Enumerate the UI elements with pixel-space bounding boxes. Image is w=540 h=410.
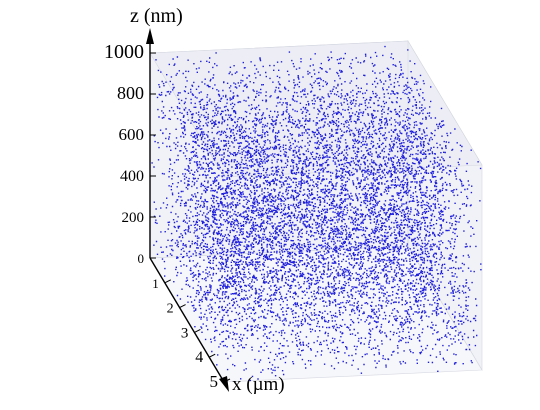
- data-points: [151, 45, 482, 382]
- x-tick-mark: [223, 378, 231, 383]
- z-tick-label: 1000: [104, 41, 144, 63]
- x-tick-mark: [194, 328, 201, 333]
- z-tick-label: 200: [122, 210, 145, 226]
- x-tick-label: 5: [210, 372, 219, 391]
- z-tick-label: 400: [120, 168, 144, 185]
- x-tick-label: 2: [167, 302, 174, 317]
- z-tick-label: 600: [119, 125, 145, 144]
- x-tick-label: 3: [181, 325, 189, 341]
- z-tick-label: 800: [117, 83, 144, 103]
- x-tick-label: 4: [195, 349, 203, 366]
- x-tick-mark: [179, 304, 186, 309]
- z-tick-label: 0: [138, 251, 145, 266]
- x-axis-label: x (µm): [232, 374, 285, 395]
- point-cloud: [151, 45, 482, 382]
- z-axis-label: z (nm): [130, 5, 183, 27]
- x-tick-mark: [164, 279, 172, 284]
- x-axis-arrowhead: [219, 376, 229, 392]
- box-faces: [149, 39, 483, 383]
- x-tick-label: 1: [152, 276, 159, 291]
- z-axis-arrowhead: [146, 28, 154, 44]
- x-axis-line: [149, 257, 225, 383]
- z-ticks: 0 200 400 600 800 1000: [104, 41, 156, 266]
- x-tick-mark: [208, 353, 216, 358]
